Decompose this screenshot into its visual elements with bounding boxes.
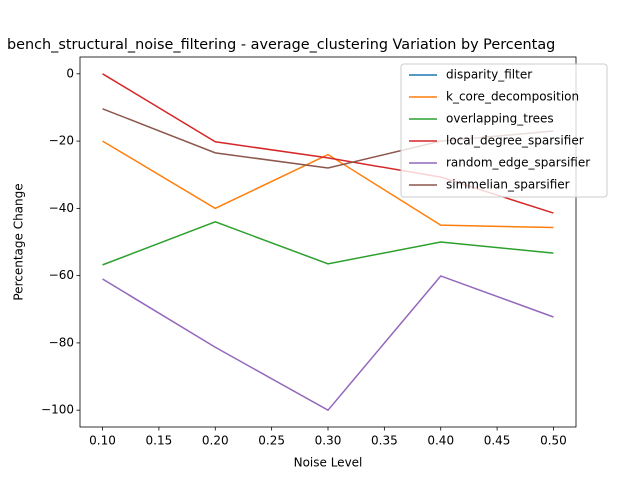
- x-tick-label: 0.45: [484, 434, 511, 448]
- chart-title: bench_structural_noise_filtering - avera…: [7, 37, 555, 53]
- x-tick-label: 0.10: [89, 434, 116, 448]
- legend-box: [400, 63, 608, 198]
- legend-label: simmelian_sparsifier: [446, 178, 570, 192]
- y-tick-label: −20: [49, 134, 74, 148]
- y-tick-label: 0: [66, 66, 74, 80]
- x-tick-label: 0.35: [371, 434, 398, 448]
- y-axis-label: Percentage Change: [12, 183, 26, 300]
- y-tick-label: −100: [41, 403, 74, 417]
- legend-label: overlapping_trees: [446, 112, 554, 126]
- y-tick-label: −40: [49, 201, 74, 215]
- axes-frame: [79, 56, 577, 428]
- legend-label: local_degree_sparsifier: [446, 134, 584, 148]
- x-tick-label: 0.50: [540, 434, 567, 448]
- legend-label: k_core_decomposition: [446, 90, 579, 104]
- series-line: [102, 275, 554, 412]
- legend-label: random_edge_sparsifier: [446, 156, 590, 170]
- x-tick-label: 0.20: [202, 434, 229, 448]
- x-tick-label: 0.25: [258, 434, 285, 448]
- x-tick-label: 0.30: [315, 434, 342, 448]
- x-tick-label: 0.15: [146, 434, 173, 448]
- y-tick-label: −60: [49, 268, 74, 282]
- x-axis-label: Noise Level: [294, 456, 363, 470]
- legend-label: disparity_filter: [446, 68, 532, 82]
- x-tick-label: 0.40: [427, 434, 454, 448]
- series-line: [102, 221, 554, 266]
- y-tick-label: −80: [49, 335, 74, 349]
- series-line: [102, 140, 554, 229]
